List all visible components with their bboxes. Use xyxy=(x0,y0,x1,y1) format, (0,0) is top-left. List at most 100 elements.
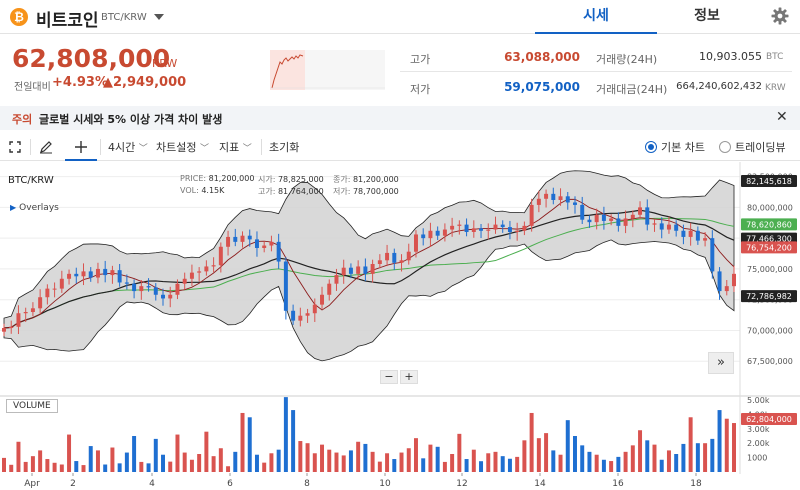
candle-body xyxy=(117,270,122,283)
candle-body xyxy=(153,287,158,295)
volume-bar xyxy=(544,433,549,472)
chart-toolbar: 4시간 ﹀ 차트설정 ﹀ 지표 ﹀ 초기화 기본 차트 트레이딩뷰 xyxy=(0,133,800,161)
reset-button[interactable]: 초기화 xyxy=(269,141,300,154)
candle-body xyxy=(233,236,238,242)
indicators-dropdown[interactable]: 지표 ﹀ xyxy=(219,139,252,155)
candle-body xyxy=(30,308,35,312)
ohlc-close-value: 81,200,000 xyxy=(352,175,399,184)
volume-bar xyxy=(551,450,556,472)
volume-bar xyxy=(38,450,43,472)
volume-bar xyxy=(594,454,599,472)
volume-bar xyxy=(450,454,455,472)
basic-chart-radio[interactable] xyxy=(645,141,657,153)
tradingview-label[interactable]: 트레이딩뷰 xyxy=(735,141,786,154)
basic-chart-label[interactable]: 기본 차트 xyxy=(661,141,705,154)
high-label: 고가 xyxy=(410,53,431,66)
pencil-icon[interactable] xyxy=(39,140,53,154)
crosshair-tool[interactable] xyxy=(65,133,97,161)
y-tick-label: 67,500,000 xyxy=(747,357,793,366)
volume-bar xyxy=(732,423,736,472)
volume-bar xyxy=(283,397,288,472)
high-value: 63,088,000 xyxy=(504,50,580,64)
volume-bar xyxy=(681,443,686,472)
candle-body xyxy=(674,224,679,231)
volume-bar xyxy=(659,459,664,472)
ohlc-open-key: 시가: xyxy=(258,175,276,184)
volume-bar xyxy=(59,464,64,472)
volume-bar xyxy=(609,461,614,472)
volume-bar xyxy=(262,462,267,472)
change-percent: +4.93% xyxy=(52,75,108,90)
candle-body xyxy=(211,265,216,267)
notice-text: 글로벌 시세와 5% 이상 가격 차이 발생 xyxy=(39,113,223,126)
chart-settings-dropdown[interactable]: 차트설정 ﹀ xyxy=(156,139,209,155)
candle-body xyxy=(399,260,404,263)
scroll-latest-button[interactable]: » xyxy=(708,352,734,374)
volume-bar xyxy=(189,459,194,472)
volume-bar xyxy=(652,444,657,472)
tradingview-radio[interactable] xyxy=(719,141,731,153)
volume-bar xyxy=(638,430,643,472)
zoom-out-button[interactable]: − xyxy=(380,370,398,384)
ohlc-price: PRICE: 81,200,000 xyxy=(180,174,254,183)
ohlc-high-value: 81,764,000 xyxy=(277,187,324,196)
interval-dropdown[interactable]: 4시간 ﹀ xyxy=(108,139,148,155)
candle-body xyxy=(175,283,180,295)
tab-info[interactable]: 정보 xyxy=(694,8,720,24)
candle-body xyxy=(529,204,534,226)
candle-body xyxy=(262,245,267,248)
volume-bar xyxy=(356,441,361,472)
candle-body xyxy=(565,196,570,203)
volume-bar xyxy=(305,443,310,472)
candle-body xyxy=(204,266,209,272)
fullscreen-icon[interactable] xyxy=(9,141,21,153)
volume-bar xyxy=(616,456,621,472)
candle-body xyxy=(413,234,418,252)
ohlc-low-key: 저가: xyxy=(333,187,351,196)
candle-body xyxy=(385,252,390,261)
volume-bar xyxy=(565,420,570,472)
ohlc-price-value: 81,200,000 xyxy=(208,174,255,183)
price-badge xyxy=(741,290,797,303)
zoom-in-button[interactable]: + xyxy=(400,370,418,384)
candle-body xyxy=(544,193,549,199)
candle-body xyxy=(2,328,6,332)
indicators-label: 지표 xyxy=(219,141,240,154)
volume-bar xyxy=(320,444,325,472)
bitcoin-logo-icon: ₿ xyxy=(10,8,28,26)
candle-body xyxy=(312,304,317,314)
tab-quotes[interactable]: 시세 xyxy=(535,0,657,34)
coin-dropdown-caret-icon[interactable] xyxy=(154,14,164,20)
chevron-down-icon: ﹀ xyxy=(199,144,209,154)
x-tick-label: 10 xyxy=(379,479,391,489)
volume-bar xyxy=(16,441,21,472)
candle-body xyxy=(638,207,643,215)
volume-bar xyxy=(573,436,577,472)
coin-pair: BTC/KRW xyxy=(101,12,147,23)
low-value: 59,075,000 xyxy=(504,80,580,94)
overlays-toggle[interactable]: ▶ Overlays xyxy=(10,203,59,213)
candle-body xyxy=(457,224,462,226)
candle-body xyxy=(616,218,621,226)
candle-body xyxy=(486,229,491,231)
candle-body xyxy=(320,294,325,305)
price-badge xyxy=(741,241,797,254)
candle-body xyxy=(732,273,736,287)
close-icon[interactable]: ✕ xyxy=(776,109,788,125)
candle-body xyxy=(500,224,505,228)
toolbar-divider xyxy=(30,139,31,155)
ohlc-open-value: 78,825,000 xyxy=(277,175,324,184)
gear-icon[interactable] xyxy=(770,6,790,26)
volume-bar xyxy=(399,452,404,472)
volume-bar xyxy=(30,456,35,472)
bollinger-band xyxy=(3,170,735,362)
volume-24h-unit: BTC xyxy=(766,52,784,62)
price-chart[interactable]: 82,500,00080,000,00077,500,00075,000,000… xyxy=(0,162,800,490)
candle-body xyxy=(88,271,93,278)
candle-body xyxy=(392,252,397,263)
amount-24h-unit: KRW xyxy=(765,83,786,93)
candle-body xyxy=(189,272,194,279)
chevron-down-icon: ﹀ xyxy=(242,144,252,154)
volume-bar xyxy=(327,449,332,472)
candle-body xyxy=(247,235,252,240)
